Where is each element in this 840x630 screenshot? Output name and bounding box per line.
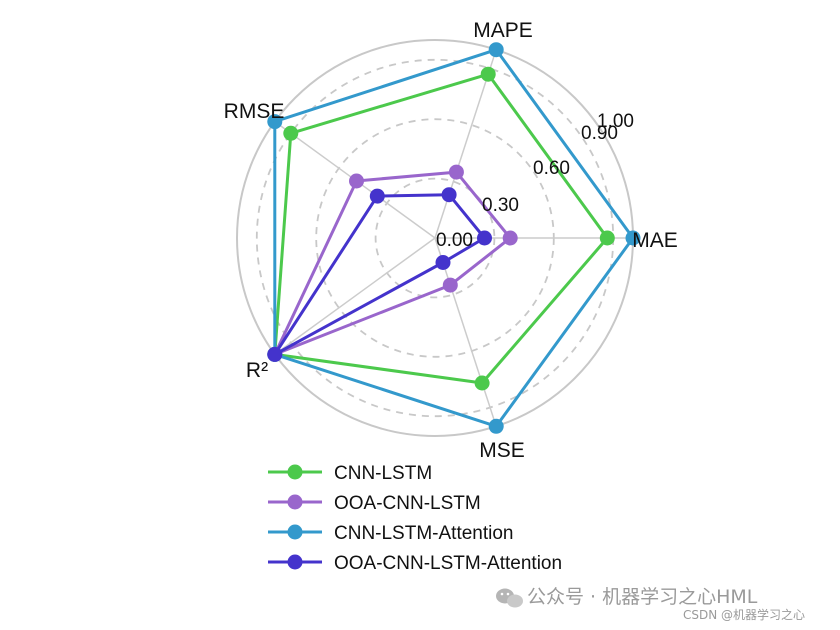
legend-item: CNN-LSTM	[268, 463, 432, 484]
series-point	[267, 114, 283, 130]
series-line-cnn-lstm-attention	[273, 48, 635, 428]
legend-item: OOA-CNN-LSTM-Attention	[268, 553, 562, 574]
watermark-small-text: CSDN @机器学习之心	[683, 607, 805, 622]
radar-labels: MAE MAPE RMSE R² MSE 0.00 0.30 0.60 0.901.00	[224, 19, 678, 462]
axis-label: RMSE	[224, 100, 285, 123]
series-point	[488, 418, 504, 434]
legend: CNN-LSTM OOA-CNN-LSTM CNN-LSTM-Attention OO…	[268, 463, 562, 574]
series-point	[442, 277, 458, 293]
radar-series	[267, 42, 641, 434]
legend-label: CNN-LSTM-Attention	[334, 523, 514, 544]
legend-swatch-marker	[287, 524, 303, 540]
axis-label: R²	[246, 359, 268, 382]
series-line-ooa-cnn-lstm	[273, 170, 512, 356]
series-point	[477, 230, 492, 246]
axis-label: MSE	[479, 439, 525, 462]
series-point	[625, 230, 641, 246]
series-point	[435, 255, 451, 270]
watermark: 公众号 · 机器学习之心HML CSDN @机器学习之心	[496, 586, 805, 622]
legend-swatch-marker	[287, 554, 303, 570]
legend-label: OOA-CNN-LSTM	[334, 493, 481, 514]
watermark-text: 公众号 · 机器学习之心HML	[527, 586, 758, 608]
legend-label: CNN-LSTM	[334, 463, 432, 484]
series-point	[448, 164, 464, 180]
tick-label: 0.00	[436, 230, 473, 251]
legend-item: OOA-CNN-LSTM	[268, 493, 481, 514]
series-point	[349, 173, 364, 189]
series-point	[474, 375, 490, 391]
series-point	[599, 230, 615, 246]
legend-swatch-marker	[287, 494, 303, 510]
series-point	[488, 42, 504, 58]
tick-label: 0.60	[533, 158, 570, 179]
tick-label: 0.30	[482, 195, 519, 216]
tick-label: 0.90	[581, 123, 618, 144]
series-point	[267, 346, 283, 362]
legend-item: CNN-LSTM-Attention	[268, 523, 514, 544]
legend-label: OOA-CNN-LSTM-Attention	[334, 553, 562, 574]
series-line-cnn-lstm	[273, 72, 609, 385]
series-point	[283, 125, 299, 141]
wechat-icon	[496, 588, 523, 608]
series-point	[441, 187, 457, 203]
tick-label: 1.00	[597, 111, 634, 132]
series-point	[480, 66, 496, 82]
axis-label: MAE	[632, 229, 678, 252]
grid-spoke	[274, 237, 436, 355]
series-line-ooa-cnn-lstm-attention	[273, 193, 486, 356]
axis-label: MAPE	[473, 19, 533, 42]
legend-swatch-marker	[287, 464, 303, 480]
series-point	[502, 230, 518, 246]
series-point	[369, 188, 385, 204]
